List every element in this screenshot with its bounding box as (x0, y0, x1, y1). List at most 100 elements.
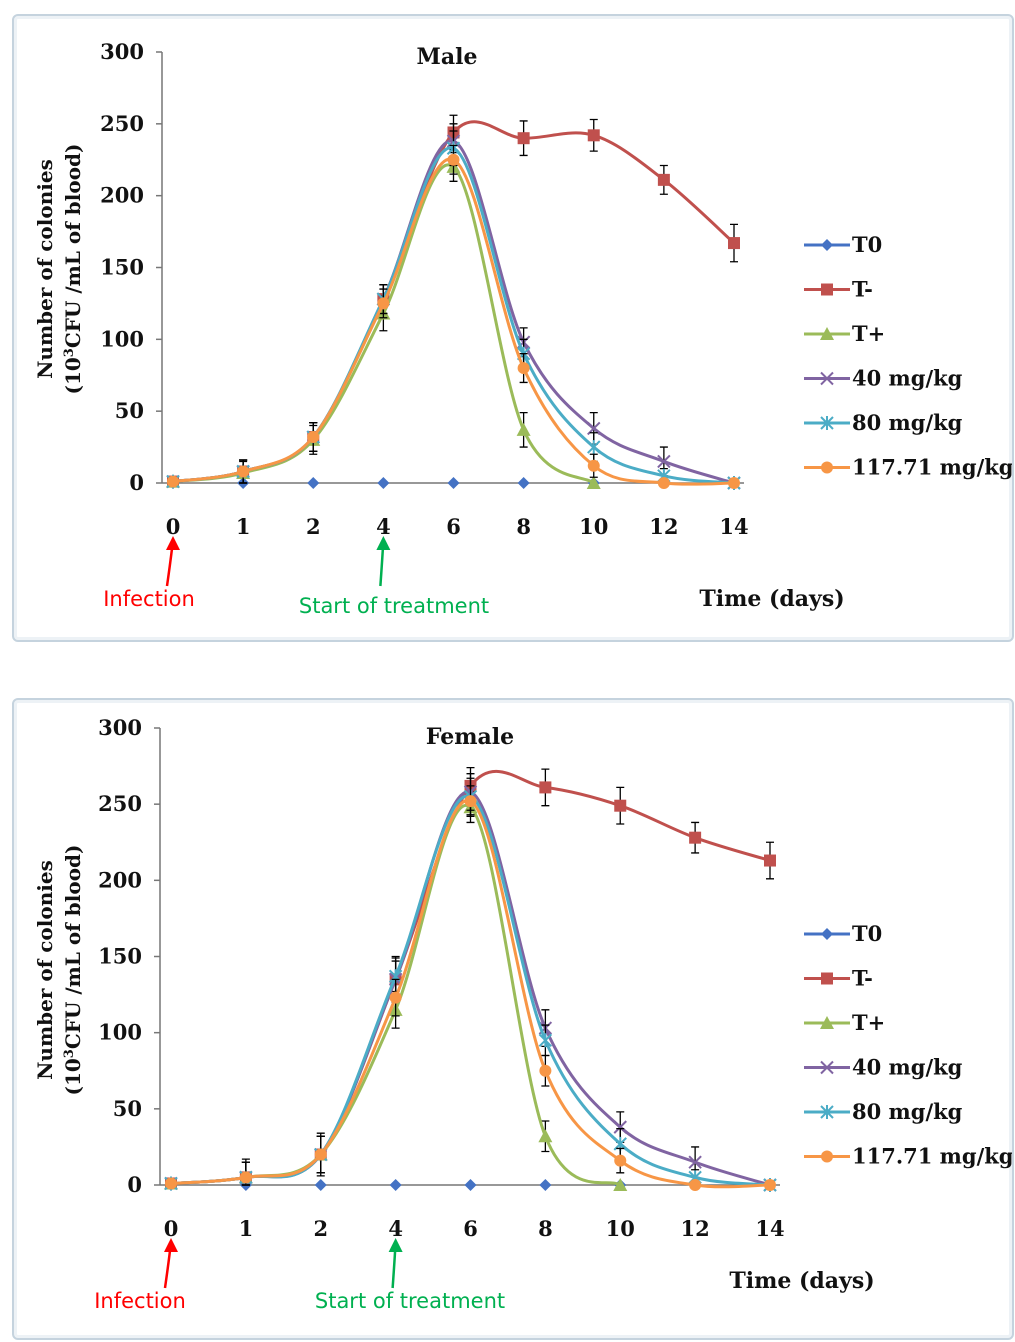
y-axis-label: Number of colonies (33, 159, 57, 379)
legend-label: T0 (852, 921, 882, 946)
x-tick-label: 6 (446, 514, 461, 539)
x-tick-label: 2 (313, 1216, 328, 1241)
legend-marker (821, 283, 833, 296)
y-tick-label: 0 (127, 1172, 142, 1197)
data-point-117-71-mg-kg (307, 431, 320, 444)
legend-item-40-mg-kg: 40 mg/kg (804, 1055, 963, 1080)
legend-label: 117.71 mg/kg (852, 455, 1012, 480)
data-point-t0 (377, 477, 390, 489)
data-point-80-mg-kg (538, 1033, 553, 1048)
series-line-80-mg-kg (170, 794, 771, 1187)
legend-item-t0: T0 (804, 232, 882, 257)
y-tick-label: 150 (98, 944, 142, 969)
legend-item-80-mg-kg: 80 mg/kg (804, 410, 963, 435)
data-point-t (587, 129, 600, 142)
data-point-117-71-mg-kg (728, 477, 740, 489)
y-tick-label: 50 (115, 398, 144, 423)
legend-item-117-71-mg-kg: 117.71 mg/kg (804, 455, 1014, 480)
y-tick-label: 50 (113, 1096, 142, 1121)
legend-item-t: T- (804, 277, 873, 302)
y-tick-label: 200 (100, 183, 144, 208)
x-tick-label: 8 (538, 1216, 553, 1241)
data-point-117-71-mg-kg (167, 475, 179, 488)
legend-item-117-71-mg-kg: 117.71 mg/kg (804, 1144, 1014, 1169)
legend-item-t0: T0 (804, 921, 882, 946)
data-point-117-71-mg-kg (239, 1171, 252, 1184)
x-tick-label: 4 (376, 514, 391, 539)
legend-item-40-mg-kg: 40 mg/kg (804, 366, 963, 391)
infection-arrowhead (166, 536, 180, 550)
data-point-117-71-mg-kg (377, 297, 390, 310)
y-tick-label: 250 (98, 791, 142, 816)
data-point-80-mg-kg (587, 440, 601, 455)
treatment-arrowhead (376, 536, 391, 550)
y-tick-label: 300 (98, 715, 142, 740)
data-point-t (613, 1178, 628, 1191)
data-point-t (689, 831, 702, 844)
x-tick-label: 10 (606, 1216, 635, 1241)
x-tick-label: 1 (236, 514, 251, 539)
legend-label: 80 mg/kg (852, 410, 963, 435)
data-point-117-71-mg-kg (165, 1177, 177, 1190)
x-tick-label: 8 (516, 514, 531, 539)
legend-label: T+ (852, 321, 885, 346)
data-point-t (764, 854, 776, 867)
data-point-117-71-mg-kg (314, 1148, 327, 1161)
legend-label: 117.71 mg/kg (852, 1144, 1012, 1169)
data-point-117-71-mg-kg (764, 1179, 776, 1191)
series-t (165, 766, 776, 1190)
data-point-t (539, 781, 552, 794)
legend-marker (821, 239, 833, 251)
x-tick-label: 0 (166, 514, 181, 539)
legend-item-t: T+ (804, 321, 885, 346)
series-line-117-71-mg-kg (172, 157, 735, 486)
y-tick-label: 100 (98, 1020, 142, 1045)
legend-label: 80 mg/kg (852, 1099, 963, 1124)
data-point-117-71-mg-kg (389, 991, 402, 1004)
legend-marker (821, 928, 833, 940)
data-point-117-71-mg-kg (517, 362, 530, 375)
series-line-t (170, 769, 771, 1185)
y-axis-label-unit: (103CFU /mL of blood) (61, 144, 85, 395)
treatment-annotation: Start of treatment (315, 1289, 505, 1313)
legend-marker (820, 327, 834, 340)
data-point-t (538, 1129, 553, 1143)
legend-item-t: T+ (804, 1010, 885, 1035)
y-tick-label: 150 (100, 255, 144, 280)
x-tick-label: 6 (463, 1216, 478, 1241)
y-tick-label: 100 (100, 326, 144, 351)
x-axis-label: Time (days) (699, 586, 844, 612)
x-tick-label: 10 (579, 514, 608, 539)
legend-label: 40 mg/kg (852, 1055, 963, 1080)
series-80-mg-kg (166, 130, 741, 490)
chart-title: Male (417, 44, 478, 70)
series-line-80-mg-kg (172, 146, 735, 485)
legend-marker (821, 972, 833, 985)
data-point-t0 (307, 477, 320, 489)
data-point-40-mg-kg (613, 1120, 627, 1134)
legend-item-80-mg-kg: 80 mg/kg (804, 1099, 963, 1124)
data-point-117-71-mg-kg (447, 153, 460, 166)
data-point-t (657, 173, 670, 186)
data-point-t (517, 132, 530, 145)
female-chart-panel: 0 50 100 150 200 250 300 0 1 2 4 6 8 10 12 14 Female Numb… (12, 698, 1014, 1340)
series-line-40-mg-kg (170, 790, 771, 1187)
legend-label: T+ (852, 1010, 885, 1035)
infection-annotation: Infection (103, 587, 195, 611)
data-point-t0 (314, 1179, 327, 1191)
series-117-71-mg-kg (167, 144, 740, 489)
legend-label: T- (852, 277, 873, 302)
x-tick-label: 4 (388, 1216, 403, 1241)
male-chart-panel: 0 50 100 150 200 250 300 0 1 2 4 6 8 10 12 14 Male Number… (12, 14, 1014, 642)
legend-marker (820, 1016, 834, 1029)
data-point-t0 (389, 1179, 402, 1191)
x-tick-label: 12 (649, 514, 678, 539)
y-tick-label: 200 (98, 867, 142, 892)
legend-marker (820, 1105, 834, 1119)
x-tick-label: 0 (164, 1216, 179, 1241)
x-tick-label: 2 (306, 514, 321, 539)
x-tick-label: 12 (681, 1216, 710, 1241)
legend-marker (820, 371, 834, 386)
data-point-40-mg-kg (688, 1155, 702, 1169)
